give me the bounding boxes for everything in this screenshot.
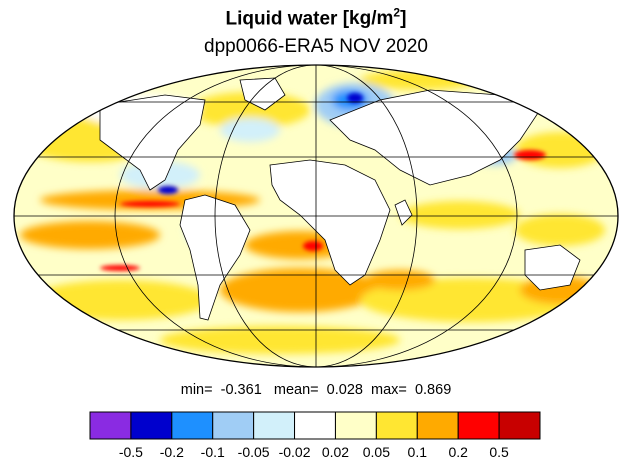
map-border bbox=[13, 64, 619, 368]
max-label: max= bbox=[371, 382, 407, 398]
map-title: Liquid water [kg/m2] bbox=[0, 6, 632, 30]
colorbar-swatch bbox=[171, 411, 214, 440]
mean-value: 0.028 bbox=[326, 382, 363, 398]
colorbar-swatch bbox=[253, 411, 296, 440]
colorbar-swatch bbox=[334, 411, 377, 440]
colorbar-swatch bbox=[416, 411, 459, 440]
colorbar-swatch bbox=[457, 411, 500, 440]
min-value: -0.361 bbox=[220, 382, 262, 398]
max-value: 0.869 bbox=[414, 382, 452, 398]
min-label: min= bbox=[180, 382, 213, 398]
colorbar-swatch bbox=[498, 411, 541, 440]
colorbar-swatch bbox=[89, 411, 132, 440]
coastlines bbox=[99, 77, 581, 321]
colorbar-tick-label: -0.5 bbox=[118, 444, 143, 460]
colorbar-tick-label: -0.2 bbox=[159, 444, 184, 460]
colorbar-tick-label: 0.1 bbox=[407, 444, 427, 460]
colorbar-tick-label: 0.5 bbox=[489, 444, 509, 460]
colorbar-swatch bbox=[130, 411, 173, 440]
colorbar-tick-label: 0.2 bbox=[448, 444, 468, 460]
title-units: [kg/m2] bbox=[342, 6, 407, 30]
colorbar-tick-label: 0.02 bbox=[321, 444, 350, 460]
colorbar-swatch bbox=[212, 411, 255, 440]
field-statistics: min= -0.361 mean= 0.028 max= 0.869 bbox=[0, 382, 632, 398]
colorbar-tick-label: -0.05 bbox=[237, 444, 270, 460]
mean-label: mean= bbox=[273, 382, 319, 398]
title-variable: Liquid water bbox=[225, 8, 338, 30]
colorbar-swatch bbox=[375, 411, 418, 440]
map-subtitle: dpp0066-ERA5 NOV 2020 bbox=[204, 36, 428, 57]
colorbar-swatch bbox=[294, 411, 336, 440]
colorbar-tick-label: 0.05 bbox=[362, 444, 390, 460]
colorbar-tick-label: -0.1 bbox=[200, 444, 225, 460]
colorbar-tick-label: -0.02 bbox=[278, 444, 311, 460]
